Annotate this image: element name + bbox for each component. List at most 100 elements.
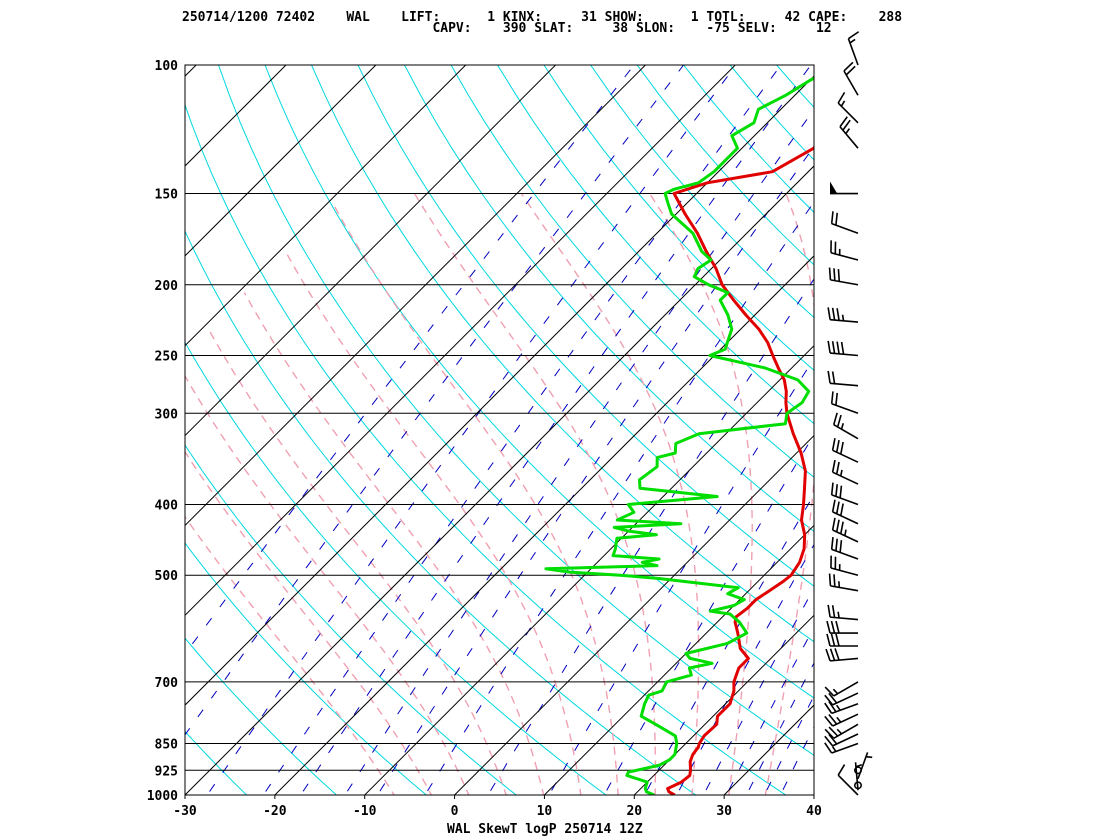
pressure-tick-label: 150 [155, 188, 179, 203]
mixing-ratio-line [548, 357, 814, 795]
wind-barb [826, 633, 858, 647]
moist-adiabat [413, 193, 656, 795]
wind-barb [843, 61, 859, 96]
mixing-ratio-line [702, 587, 814, 795]
wind-barb [827, 340, 859, 357]
wind-barb [824, 723, 859, 739]
dry-adiabat [185, 230, 697, 795]
mixing-ratio-line [185, 65, 684, 736]
dry-adiabat [823, 65, 1120, 811]
mixing-ratio-lines [185, 65, 814, 795]
mixing-ratio-line [779, 725, 814, 795]
mixing-ratio-line [206, 65, 737, 795]
dry-adiabat [729, 65, 814, 161]
wind-barb [824, 692, 859, 706]
wind-barb [837, 764, 859, 796]
dry-adiabat [1056, 65, 1120, 811]
temperature-tick-label: -30 [173, 804, 197, 819]
isotherm [185, 65, 287, 167]
wind-barb [847, 31, 860, 66]
dry-adiabat [404, 65, 814, 533]
isotherm [185, 65, 467, 347]
temperature-tick-label: 0 [451, 804, 459, 819]
dry-adiabat [185, 444, 517, 795]
wind-barb [831, 517, 859, 543]
isotherm [633, 614, 814, 795]
temperature-tick-label: -10 [353, 804, 377, 819]
dry-adiabat [963, 65, 1120, 811]
wind-barb [828, 573, 859, 592]
dry-adiabat [543, 65, 814, 371]
wind-barb [830, 391, 859, 415]
isotherm [185, 65, 556, 437]
isotherm [544, 524, 814, 795]
dry-adiabat [450, 65, 814, 478]
wind-barb [824, 713, 859, 727]
dry-adiabat [497, 65, 814, 425]
wind-barb [827, 307, 859, 323]
pressure-tick-label: 700 [155, 676, 179, 691]
wind-barb [857, 752, 873, 780]
pressure-tick-label: 1000 [147, 789, 178, 804]
wind-barb [824, 681, 859, 697]
isotherms [0, 65, 814, 795]
temperature-tick-label: -20 [263, 804, 287, 819]
isotherm [813, 794, 814, 795]
isotherm [185, 65, 736, 616]
wind-barb [830, 240, 859, 261]
dry-adiabat [185, 341, 607, 795]
dry-adiabat [870, 65, 1120, 811]
mixing-ratio-line [262, 65, 782, 795]
dry-adiabat [916, 65, 1120, 811]
pressure-tick-label: 925 [155, 764, 178, 779]
temperature-tick-label: 10 [537, 804, 553, 819]
dry-adiabat [357, 65, 814, 587]
moist-adiabat [764, 193, 814, 795]
temperature-axis: -30 -20 -10 0 10 20 30 40 [173, 795, 822, 819]
wind-barb [824, 701, 859, 715]
wind-barb [828, 267, 859, 286]
pressure-tick-label: 400 [155, 499, 179, 514]
wind-barb [831, 438, 859, 463]
wind-barb [827, 370, 859, 387]
profiles [544, 76, 814, 795]
dry-adiabat [636, 65, 814, 266]
temperature-profile [666, 145, 814, 795]
temperature-tick-label: 40 [806, 804, 822, 819]
wind-barb [837, 91, 859, 124]
pressure-axis: 100 150 200 250 300 400 500 700 850 925 1000 [147, 59, 178, 804]
dry-adiabat [185, 542, 428, 795]
dry-adiabat [185, 730, 248, 795]
wind-barb [827, 604, 859, 621]
pressure-tick-label: 100 [155, 59, 179, 74]
moist-adiabat [185, 450, 433, 795]
dewpoint-profile [544, 76, 814, 795]
wind-barb [830, 482, 859, 506]
isotherm [454, 434, 814, 795]
mixing-ratio-line [376, 145, 814, 795]
isotherm [185, 75, 814, 706]
wind-barb [824, 733, 859, 747]
pressure-tick-label: 250 [155, 349, 179, 364]
moist-adiabat [243, 292, 545, 795]
wind-barb [832, 412, 859, 440]
isotherm [0, 65, 106, 795]
sounding-header: 250714/1200 72402 WAL LIFT: 1 KINX: 31 S… [0, 0, 1120, 50]
wind-barb [830, 555, 859, 577]
dry-adiabat [185, 103, 787, 795]
moist-adiabat [207, 328, 507, 795]
temperature-tick-label: 30 [716, 804, 732, 819]
mixing-ratio-line [603, 433, 814, 795]
temperature-tick-label: 20 [626, 804, 642, 819]
moist-adiabat [332, 203, 619, 795]
isotherm [185, 65, 646, 527]
dry-adiabat [185, 637, 338, 795]
isotherm [274, 255, 814, 795]
wind-barb [826, 620, 858, 634]
pressure-tick-label: 300 [155, 407, 179, 422]
dry-adiabat [311, 65, 814, 643]
header-line-2: CAPV: 390 SLAT: 38 SLON: -75 SELV: 12 [182, 21, 832, 36]
pressure-tick-label: 200 [155, 279, 179, 294]
wind-barb [839, 116, 859, 149]
isotherm [0, 65, 16, 795]
